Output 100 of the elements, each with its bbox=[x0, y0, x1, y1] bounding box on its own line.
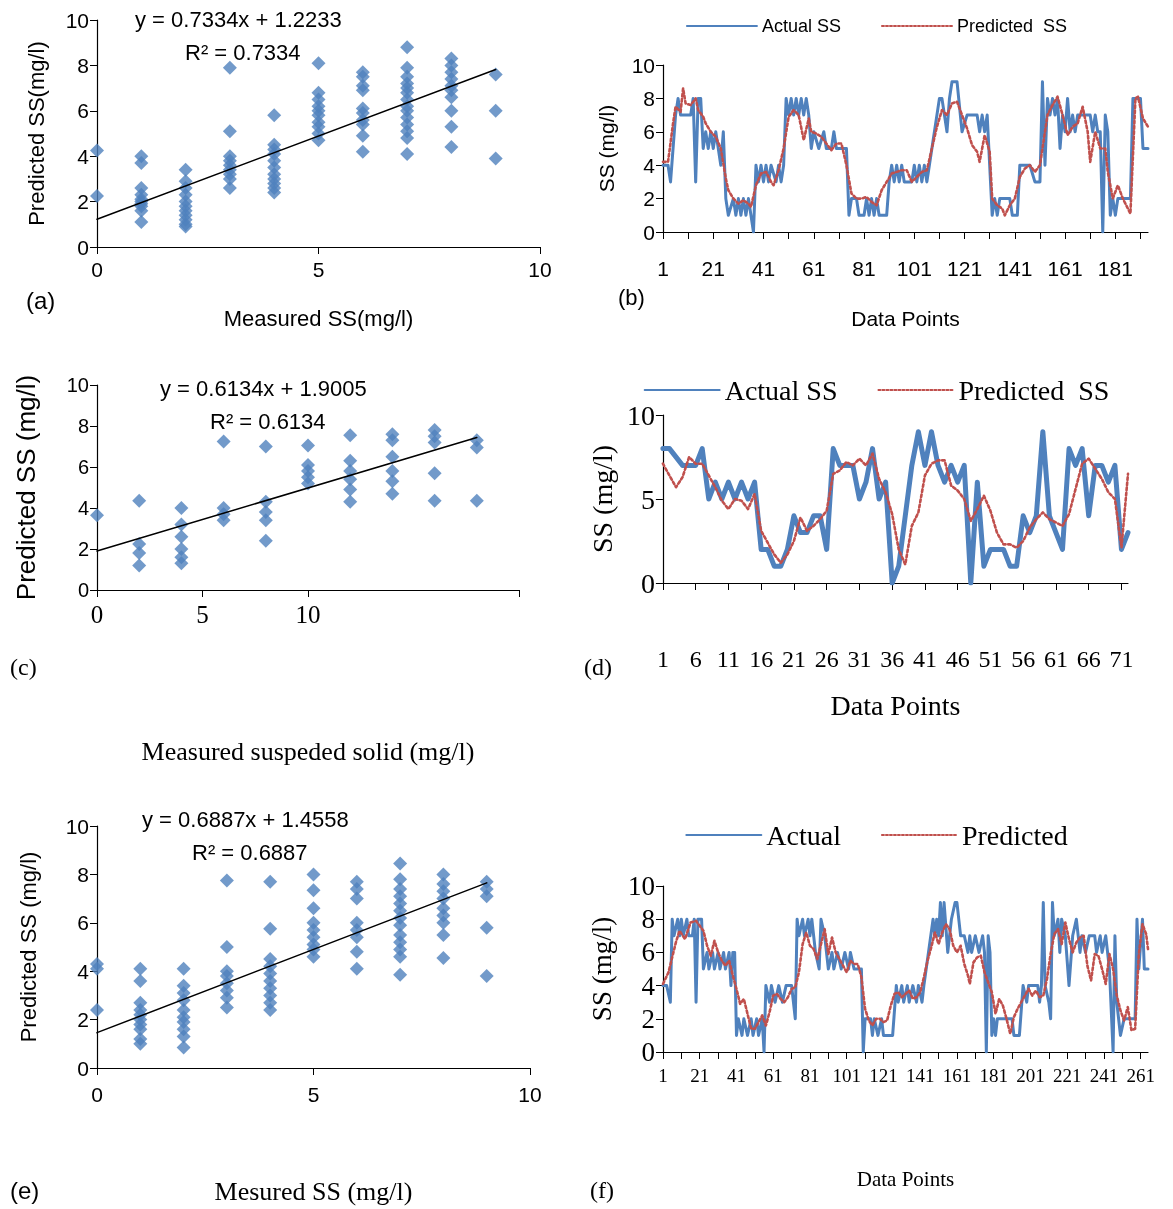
x-tick-label: 161 bbox=[1047, 257, 1083, 280]
y-tick-label: 8 bbox=[643, 86, 655, 110]
x-tick-label: 5 bbox=[196, 601, 209, 628]
x-tick-label: 66 bbox=[1076, 646, 1101, 672]
point bbox=[385, 433, 400, 448]
legend-label: Predicted SS bbox=[956, 16, 1068, 36]
legend-label: Predicted SS bbox=[958, 374, 1110, 406]
y-tick-label: 10 bbox=[626, 399, 655, 431]
point bbox=[385, 474, 400, 489]
y-tick-label: 6 bbox=[643, 120, 655, 144]
text: (e) bbox=[10, 1176, 40, 1204]
text: (c) bbox=[10, 654, 37, 680]
y-tick-label: 2 bbox=[77, 538, 89, 560]
y-tick-label: 4 bbox=[77, 497, 89, 519]
x-tick-label: 241 bbox=[1089, 1065, 1119, 1086]
point bbox=[343, 494, 358, 509]
point bbox=[216, 513, 231, 528]
x-tick-label: 61 bbox=[1043, 646, 1068, 672]
y-tick-label: 4 bbox=[643, 153, 656, 177]
y-axis-title: SS (mg/l) bbox=[586, 444, 618, 554]
x-tick-label: 16 bbox=[749, 646, 774, 672]
point bbox=[385, 464, 400, 479]
y-axis-title: SS (mg/l) bbox=[595, 104, 618, 193]
annotation: R² = 0.6887 bbox=[192, 839, 308, 865]
x-tick-label: 201 bbox=[1016, 1065, 1045, 1086]
x-tick-label: 46 bbox=[945, 646, 970, 672]
x-tick-label: 61 bbox=[802, 257, 826, 280]
point bbox=[174, 556, 189, 571]
point bbox=[343, 428, 358, 443]
point bbox=[469, 493, 484, 508]
point bbox=[385, 449, 400, 464]
annotation: y = 0.7334x + 1.2233 bbox=[135, 6, 342, 32]
text: (b) bbox=[618, 284, 645, 310]
x-axis-title: Data Points bbox=[851, 307, 960, 330]
x-tick-label: 41 bbox=[726, 1065, 746, 1086]
line-series bbox=[661, 87, 1150, 217]
point bbox=[385, 486, 400, 501]
x-tick-label: 10 bbox=[518, 1083, 542, 1106]
y-tick-label: 4 bbox=[77, 144, 90, 168]
point bbox=[174, 501, 189, 515]
x-tick-label: 26 bbox=[814, 646, 839, 672]
x-tick-label: 71 bbox=[1109, 646, 1134, 672]
x-tick-label: 1 bbox=[658, 1065, 668, 1086]
x-tick-label: 41 bbox=[912, 646, 937, 672]
point bbox=[174, 529, 189, 544]
y-tick-label: 0 bbox=[77, 235, 89, 259]
x-tick-label: 261 bbox=[1126, 1065, 1155, 1086]
x-tick-label: 181 bbox=[979, 1065, 1008, 1086]
point bbox=[216, 434, 231, 449]
x-tick-label: 121 bbox=[947, 257, 983, 280]
x-tick-label: 81 bbox=[800, 1065, 820, 1086]
y-tick-label: 10 bbox=[65, 814, 89, 838]
y-tick-label: 0 bbox=[640, 567, 655, 599]
y-tick-label: 2 bbox=[641, 1003, 655, 1034]
y-tick-label: 6 bbox=[77, 99, 89, 123]
legend-label: Actual SS bbox=[761, 16, 841, 36]
y-axis-title: SS (mg/l) bbox=[586, 916, 617, 1022]
x-tick-label: 10 bbox=[528, 258, 552, 281]
point bbox=[132, 546, 147, 561]
x-tick-label: 181 bbox=[1097, 257, 1133, 280]
point bbox=[132, 493, 147, 508]
x-axis-title: Data Points bbox=[830, 689, 961, 721]
point bbox=[258, 513, 273, 528]
legend-label: Actual bbox=[766, 819, 842, 851]
point bbox=[343, 482, 358, 497]
x-tick-label: 141 bbox=[905, 1065, 935, 1086]
annotation: y = 0.6134x + 1.9005 bbox=[160, 375, 367, 401]
x-tick-label: 161 bbox=[942, 1065, 972, 1086]
x-tick-label: 101 bbox=[832, 1065, 861, 1086]
point bbox=[258, 533, 273, 548]
y-tick-label: 6 bbox=[77, 911, 89, 935]
y-tick-label: 10 bbox=[66, 374, 89, 396]
x-tick-label: 21 bbox=[690, 1065, 710, 1086]
x-tick-label: 5 bbox=[307, 1083, 320, 1106]
y-axis-title: Predicted SS(mg/l) bbox=[23, 41, 49, 226]
point bbox=[343, 453, 358, 468]
y-tick-label: 6 bbox=[641, 937, 655, 968]
x-tick-label: 6 bbox=[689, 646, 702, 672]
x-tick-label: 21 bbox=[701, 257, 725, 280]
x-tick-label: 221 bbox=[1052, 1065, 1082, 1086]
x-tick-label: 51 bbox=[978, 646, 1003, 672]
point bbox=[427, 435, 442, 450]
x-axis-title: Mesured SS (mg/l) bbox=[214, 1176, 413, 1206]
x-axis-title: Data Points bbox=[856, 1166, 955, 1191]
text: (d) bbox=[584, 654, 612, 680]
x-tick-label: 121 bbox=[869, 1065, 898, 1086]
y-axis-title: Predicted SS (mg/l) bbox=[15, 851, 41, 1043]
x-tick-label: 11 bbox=[716, 646, 740, 672]
text: (a) bbox=[26, 286, 56, 314]
point bbox=[258, 439, 273, 454]
annotation: y = 0.6887x + 1.4558 bbox=[142, 806, 349, 832]
point bbox=[469, 440, 484, 455]
text: (f) bbox=[590, 1177, 614, 1203]
y-tick-label: 10 bbox=[65, 8, 89, 32]
x-tick-label: 5 bbox=[312, 258, 325, 281]
y-tick-label: 10 bbox=[628, 871, 655, 901]
x-tick-label: 61 bbox=[763, 1065, 783, 1086]
legend-label: Predicted bbox=[961, 819, 1068, 851]
y-tick-label: 2 bbox=[643, 187, 655, 211]
y-tick-label: 5 bbox=[640, 483, 655, 515]
